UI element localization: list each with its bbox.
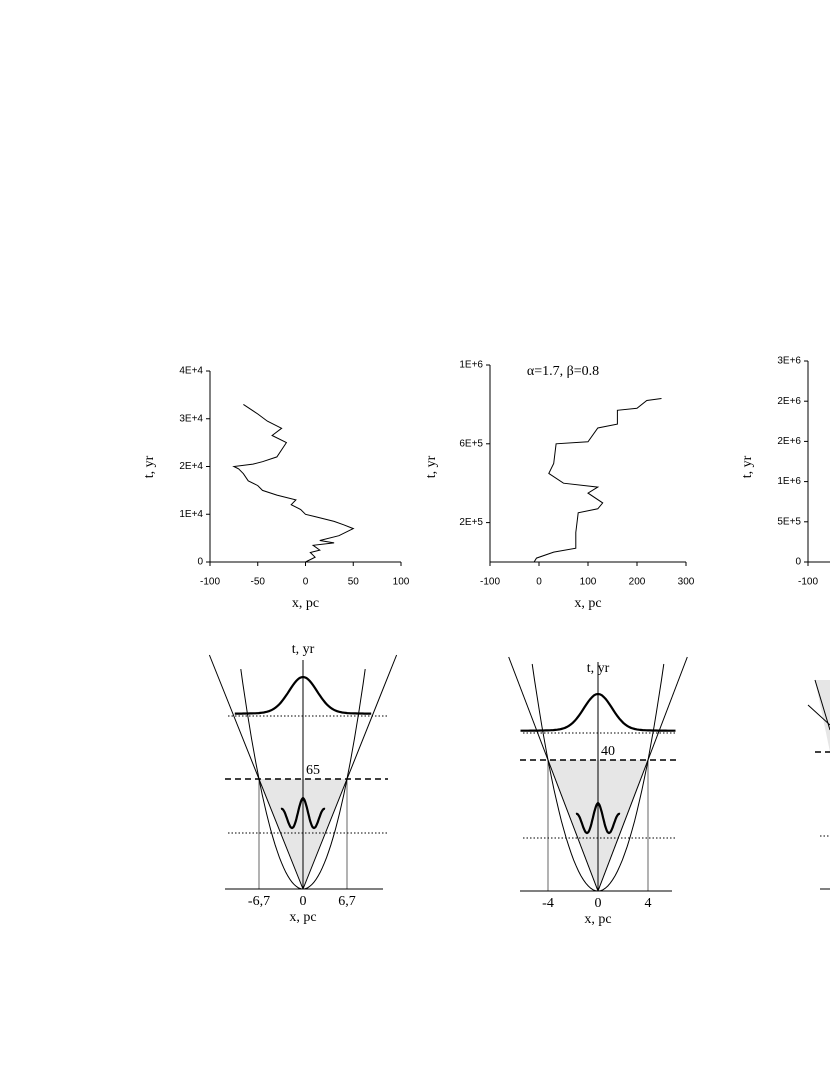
- shaded-cone: [815, 680, 830, 752]
- x-tick-label: 0: [536, 577, 542, 588]
- y-axis-label: t, yr: [740, 455, 755, 478]
- cone-line: [208, 654, 304, 890]
- cone-line: [597, 656, 688, 892]
- axis-label: t, yr: [587, 661, 610, 676]
- x-tick-label: 6,7: [338, 894, 356, 909]
- x-tick-label: -50: [251, 577, 266, 588]
- y-tick-label: 0: [197, 557, 203, 568]
- axis-label: x, pc: [584, 912, 611, 927]
- x-tick-label: -100: [480, 577, 500, 588]
- y-tick-label: 4E+4: [179, 366, 203, 377]
- x-tick-label: 50: [348, 577, 360, 588]
- y-tick-label: 0: [795, 557, 801, 568]
- x-tick-label: 0: [595, 896, 602, 911]
- distribution: [520, 692, 676, 732]
- y-tick-label: 3E+4: [179, 413, 203, 424]
- x-tick-label: -6,7: [248, 894, 270, 909]
- x-tick-label: -100: [200, 577, 220, 588]
- axis-label: x, pc: [289, 910, 316, 925]
- distribution: [234, 675, 372, 715]
- trajectory: [533, 398, 662, 563]
- level-label: 40: [601, 744, 615, 759]
- y-tick-label: 1E+6: [459, 360, 483, 371]
- x-tick-label: 4: [645, 896, 652, 911]
- x-tick-label: 100: [580, 577, 597, 588]
- x-tick-label: 100: [393, 577, 410, 588]
- y-tick-label: 2E+6: [777, 436, 801, 447]
- x-tick-label: -100: [798, 577, 818, 588]
- y-axis-label: t, yr: [142, 455, 157, 478]
- x-tick-label: 0: [303, 577, 309, 588]
- cone-line: [814, 679, 830, 731]
- distribution: [575, 801, 621, 835]
- parabola: [531, 663, 665, 892]
- level-label: 65: [306, 763, 320, 778]
- cone-line: [508, 656, 599, 892]
- y-tick-label: 2E+4: [179, 461, 203, 472]
- x-axis-label: x, pc: [574, 596, 601, 611]
- x-tick-label: 300: [678, 577, 695, 588]
- trajectory: [232, 403, 355, 563]
- chart-title: α=1.7, β=0.8: [527, 364, 599, 379]
- cone-line: [807, 704, 830, 726]
- y-axis-label: t, yr: [424, 455, 439, 478]
- y-tick-label: 2E+5: [459, 517, 483, 528]
- y-tick-label: 3E+6: [777, 356, 801, 367]
- y-tick-label: 1E+6: [777, 476, 801, 487]
- x-tick-label: -4: [542, 896, 554, 911]
- distribution: [280, 796, 326, 830]
- y-tick-label: 6E+5: [459, 438, 483, 449]
- parabola: [240, 669, 366, 890]
- x-axis-label: x, pc: [292, 596, 319, 611]
- cone-line: [302, 654, 398, 890]
- y-tick-label: 1E+4: [179, 509, 203, 520]
- y-tick-label: 2E+6: [777, 396, 801, 407]
- x-tick-label: 0: [300, 894, 307, 909]
- y-tick-label: 5E+5: [777, 516, 801, 527]
- x-tick-label: 200: [629, 577, 646, 588]
- axis-label: t, yr: [292, 642, 315, 657]
